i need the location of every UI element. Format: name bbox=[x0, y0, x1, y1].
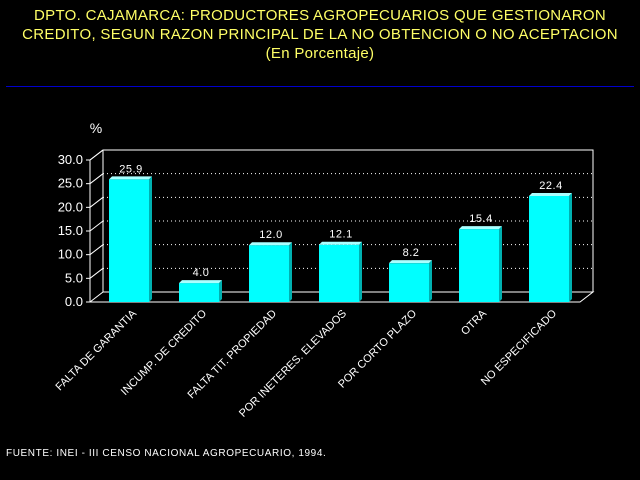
bar-value-label: 15.4 bbox=[469, 213, 492, 225]
bar-side bbox=[289, 242, 292, 302]
title-line-3: (En Porcentaje) bbox=[265, 45, 375, 62]
bar-value-label: 22.4 bbox=[539, 180, 562, 192]
bar bbox=[459, 229, 499, 302]
bar-value-label: 8.2 bbox=[403, 247, 420, 259]
title-line-2: CREDITO, SEGUN RAZON PRINCIPAL DE LA NO … bbox=[22, 26, 618, 43]
y-tick-label: 15.0 bbox=[58, 223, 83, 238]
bar-top bbox=[459, 226, 502, 230]
bar bbox=[389, 263, 429, 302]
title-divider bbox=[6, 86, 634, 87]
bar-value-label: 4.0 bbox=[193, 267, 210, 279]
y-axis-label: % bbox=[90, 120, 102, 136]
chart-title: DPTO. CAJAMARCA: PRODUCTORES AGROPECUARI… bbox=[0, 6, 640, 63]
y-tick-label: 5.0 bbox=[65, 270, 83, 285]
bar-value-label: 12.0 bbox=[259, 229, 282, 241]
gridline-side bbox=[89, 196, 104, 208]
bar bbox=[319, 244, 359, 302]
bar-side bbox=[149, 176, 152, 302]
bar-side bbox=[429, 260, 432, 302]
y-tick-label: 20.0 bbox=[58, 199, 83, 214]
x-category-label: POR CORTO PLAZO bbox=[336, 307, 419, 390]
bar-top bbox=[319, 241, 362, 245]
gridline-side bbox=[89, 267, 104, 279]
bar-side bbox=[499, 226, 502, 302]
x-category-label: NO ESPECIFICADO bbox=[479, 307, 560, 388]
gridline-side bbox=[89, 149, 104, 161]
bar-side bbox=[359, 241, 362, 302]
gridline-side bbox=[89, 173, 104, 185]
bar-top bbox=[389, 260, 432, 264]
bar-top bbox=[109, 176, 152, 180]
bar-top bbox=[249, 242, 292, 246]
y-tick-label: 0.0 bbox=[65, 294, 83, 309]
y-tick-label: 30.0 bbox=[58, 152, 83, 167]
bar bbox=[529, 195, 569, 302]
y-tick-label: 25.0 bbox=[58, 176, 83, 191]
bar-value-label: 12.1 bbox=[329, 229, 352, 241]
bar-side bbox=[219, 280, 222, 302]
bar bbox=[179, 283, 219, 302]
source-note: FUENTE: INEI - III CENSO NACIONAL AGROPE… bbox=[6, 448, 327, 459]
gridline-side bbox=[89, 220, 104, 232]
title-line-1: DPTO. CAJAMARCA: PRODUCTORES AGROPECUARI… bbox=[34, 7, 606, 24]
bar-top bbox=[179, 280, 222, 284]
gridline-side bbox=[89, 244, 104, 256]
x-category-label: OTRA bbox=[459, 307, 490, 338]
y-tick-label: 10.0 bbox=[58, 247, 83, 262]
bar-value-label: 25.9 bbox=[119, 163, 142, 175]
bar bbox=[109, 179, 149, 302]
bar-top bbox=[529, 192, 572, 196]
bar bbox=[249, 245, 289, 302]
bar-side bbox=[569, 192, 572, 302]
